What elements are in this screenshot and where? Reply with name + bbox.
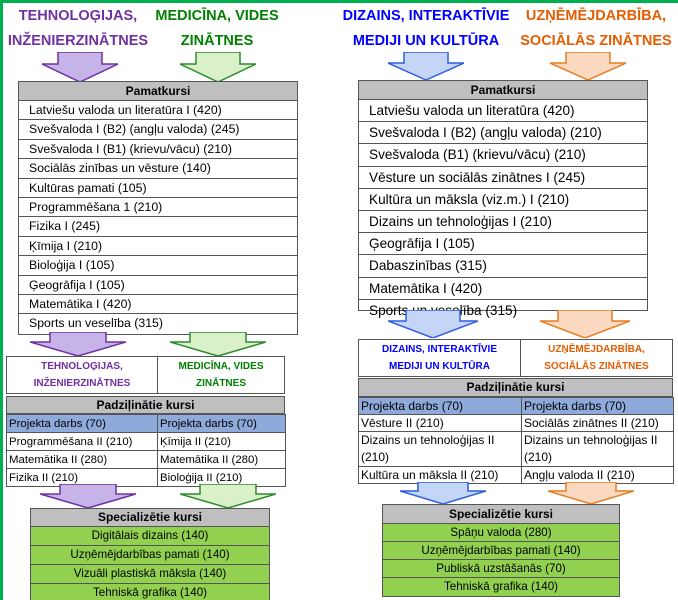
- list-item: Matemātika I (420): [359, 278, 647, 300]
- right-core-list: Latviešu valoda un literatūra (420) Sveš…: [358, 99, 648, 318]
- table-row: Dizains un tehnoloģijas II (210) Dizains…: [358, 431, 674, 467]
- left-advanced-table: Projekta darbs (70) Projekta darbs (70) …: [6, 414, 286, 487]
- title-line: DIZAINS, INTERAKTĪVIE: [342, 8, 510, 24]
- list-item: Latviešu valoda un literatūra I (420): [19, 101, 297, 121]
- list-item: Ķīmija I (210): [19, 237, 297, 257]
- list-item: Uzņēmējdarbības pamati (140): [31, 546, 269, 565]
- purple-down-arrow: [42, 52, 118, 82]
- right-track-title-2: UZŅĒMĒJDARBĪBA, SOCIĀLĀS ZINĀTNES: [514, 4, 678, 54]
- table-cell: Matemātika II (280): [6, 450, 158, 469]
- list-item: Sports un veselība (315): [29, 316, 163, 331]
- list-item: Programmēšana 1 (210): [19, 198, 297, 218]
- title-line: UZŅĒMĒJDARBĪBA,: [525, 8, 667, 24]
- table-cell: Programmēšana II (210): [6, 432, 158, 451]
- orange-down-arrow: [550, 52, 626, 80]
- list-item: Svešvaloda (B1) (krievu/vācu) (210): [359, 144, 647, 167]
- list-item: Dizains un tehnoloģijas I (210): [359, 211, 647, 234]
- green-down-arrow: [180, 484, 276, 508]
- title-line: INŽENIERZINĀTNES: [7, 33, 149, 49]
- blue-down-arrow: [400, 482, 486, 504]
- left-track-label-2: MEDICĪNA, VIDES ZINĀTNES: [157, 356, 285, 394]
- list-item: Publiskā uzstāšanās (70): [383, 560, 619, 578]
- table-cell: Projekta darbs (70): [521, 397, 674, 415]
- left-special-header: Specializētie kursi: [31, 509, 269, 527]
- label-line: DIZAINS, INTERAKTĪVIE: [381, 344, 497, 355]
- label-line: TEHNOLOĢIJAS,: [41, 361, 123, 372]
- left-special-box: Specializētie kursi Digitālais dizains (…: [30, 508, 270, 600]
- purple-down-arrow: [30, 332, 126, 356]
- title-line: SOCIĀLĀS ZINĀTNES: [520, 33, 672, 49]
- list-item: Svešvaloda I (B1) (krievu/vācu) (210): [19, 140, 297, 160]
- table-cell: Kultūra un māksla II (210): [358, 466, 522, 484]
- right-advanced-table: Projekta darbs (70) Projekta darbs (70) …: [358, 397, 674, 484]
- table-cell: Projekta darbs (70): [6, 414, 158, 433]
- label-line: INŽENIERZINĀTNES: [33, 378, 131, 389]
- green-down-arrow: [170, 332, 266, 356]
- list-item: Dabaszinības (315): [359, 255, 647, 278]
- list-item: Digitālais dizains (140): [31, 527, 269, 546]
- table-cell: Dizains un tehnoloģijas II (210): [358, 431, 522, 467]
- list-item: Fizika I (245): [19, 217, 297, 237]
- left-track-label-1: TEHNOLOĢIJAS, INŽENIERZINĀTNES: [6, 356, 158, 394]
- left-core-header: Pamatkursi: [18, 81, 298, 101]
- list-item: Ģeogrāfija I (105): [359, 233, 647, 256]
- list-item: Kultūra un māksla (viz.m.) I (210): [359, 189, 647, 211]
- green-down-arrow: [180, 52, 256, 82]
- table-row: Matemātika II (280) Matemātika II (280): [6, 450, 286, 469]
- list-item: Tehniskā grafika (140): [383, 578, 619, 596]
- list-item: Svešvaloda I (B2) (angļu valoda) (210): [359, 122, 647, 145]
- right-special-box: Specializētie kursi Spāņu valoda (280) U…: [382, 504, 620, 597]
- list-item: Ģeogrāfija I (105): [19, 276, 297, 295]
- table-cell: Sociālās zinātnes II (210): [521, 414, 674, 432]
- right-track-title-1: DIZAINS, INTERAKTĪVIE MEDIJI UN KULTŪRA: [336, 4, 516, 54]
- title-line: ZINĀTNES: [180, 33, 254, 49]
- list-item: Vēsture un sociālās zinātnes I (245): [359, 167, 647, 189]
- table-cell: Ķīmija II (210): [157, 432, 286, 451]
- orange-down-arrow: [540, 310, 630, 338]
- right-special-header: Specializētie kursi: [383, 505, 619, 524]
- list-item: Matemātika I (420): [19, 295, 297, 315]
- label-line: ZINĀTNES: [195, 378, 246, 389]
- title-line: TEHNOLOĢIJAS,: [18, 8, 138, 24]
- table-row: Kultūra un māksla II (210) Angļu valoda …: [358, 466, 674, 484]
- list-item: Tehniskā grafika (140): [31, 584, 269, 600]
- orange-down-arrow: [548, 482, 634, 504]
- left-core-list: Latviešu valoda un literatūra I (420) Sv…: [18, 100, 298, 335]
- table-row: Programmēšana II (210) Ķīmija II (210): [6, 432, 286, 451]
- table-row: Projekta darbs (70) Projekta darbs (70): [358, 397, 674, 415]
- label-line: SOCIĀLĀS ZINĀTNES: [544, 361, 649, 372]
- label-line: UZŅĒMĒJDARBĪBA,: [548, 344, 645, 355]
- blue-down-arrow: [388, 52, 464, 80]
- list-item: Kultūras pamati (105): [19, 179, 297, 198]
- right-advanced-header: Padziļinātie kursi: [358, 378, 673, 397]
- left-track-title-1: TEHNOLOĢIJAS, INŽENIERZINĀTNES: [2, 4, 154, 54]
- table-cell: Vēsture II (210): [358, 414, 522, 432]
- title-line: MEDICĪNA, VIDES: [155, 8, 279, 24]
- list-item: Spāņu valoda (280): [383, 524, 619, 542]
- label-line: MEDIJI UN KULTŪRA: [389, 361, 490, 372]
- list-item: Svešvaloda I (B2) (angļu valoda) (245): [19, 120, 297, 140]
- left-track-title-2: MEDICĪNA, VIDES ZINĀTNES: [152, 4, 282, 54]
- table-cell: Dizains un tehnoloģijas II (210): [521, 431, 674, 467]
- list-item: Latviešu valoda un literatūra (420): [359, 100, 647, 123]
- label-line: MEDICĪNA, VIDES: [178, 361, 264, 372]
- list-item: Uzņēmējdarbības pamati (140): [383, 542, 619, 560]
- purple-down-arrow: [40, 484, 136, 508]
- right-track-label-1: DIZAINS, INTERAKTĪVIE MEDIJI UN KULTŪRA: [358, 339, 521, 377]
- list-item: Sociālās zinības un vēsture (140): [19, 159, 297, 179]
- right-track-label-2: UZŅĒMĒJDARBĪBA, SOCIĀLĀS ZINĀTNES: [520, 339, 673, 377]
- table-row: Projekta darbs (70) Projekta darbs (70): [6, 414, 286, 433]
- left-advanced-header: Padziļinātie kursi: [6, 396, 285, 414]
- right-core-header: Pamatkursi: [358, 80, 648, 100]
- title-line: MEDIJI UN KULTŪRA: [352, 33, 500, 49]
- table-cell: Angļu valoda II (210): [521, 466, 674, 484]
- table-cell: Projekta darbs (70): [358, 397, 522, 415]
- blue-down-arrow: [388, 310, 478, 338]
- table-cell: Matemātika II (280): [157, 450, 286, 469]
- list-item: Vizuāli plastiskā māksla (140): [31, 565, 269, 584]
- table-row: Vēsture II (210) Sociālās zinātnes II (2…: [358, 414, 674, 432]
- list-item: Bioloģija I (105): [19, 256, 297, 276]
- table-cell: Projekta darbs (70): [157, 414, 286, 433]
